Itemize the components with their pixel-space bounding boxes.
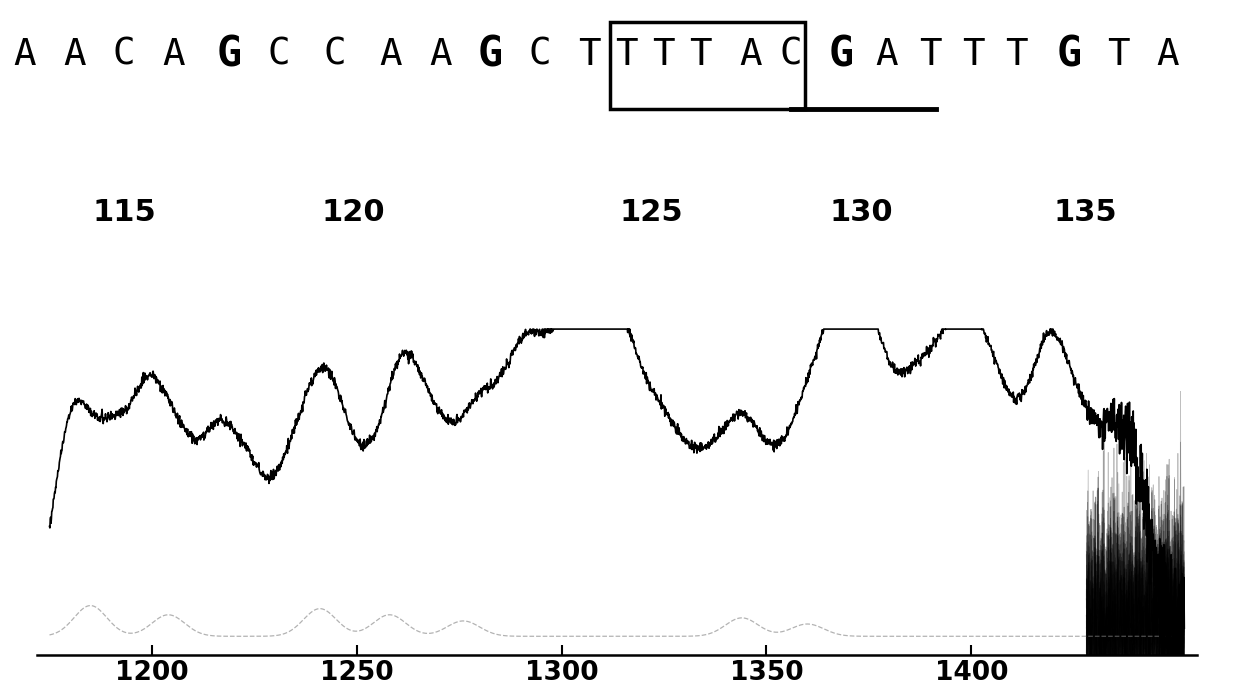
- Text: A: A: [162, 37, 185, 72]
- Bar: [610, 22, 805, 109]
- Text: C: C: [113, 37, 135, 72]
- Text: C: C: [780, 37, 802, 72]
- Text: A: A: [63, 37, 86, 72]
- Text: A: A: [739, 37, 761, 72]
- Text: T: T: [652, 37, 675, 72]
- Text: T: T: [962, 37, 985, 72]
- Text: T: T: [689, 37, 712, 72]
- Text: A: A: [1157, 37, 1179, 72]
- Text: A: A: [379, 37, 402, 72]
- Text: 125: 125: [619, 198, 683, 227]
- Text: A: A: [429, 37, 451, 72]
- Text: 120: 120: [321, 198, 386, 227]
- Text: 135: 135: [1053, 198, 1117, 227]
- Text: G: G: [1056, 33, 1081, 76]
- Text: C: C: [528, 37, 551, 72]
- Text: 130: 130: [830, 198, 894, 227]
- Text: G: G: [828, 33, 853, 76]
- Text: A: A: [14, 37, 36, 72]
- Text: G: G: [217, 33, 242, 76]
- Text: 115: 115: [92, 198, 156, 227]
- Text: C: C: [268, 37, 290, 72]
- Text: T: T: [578, 37, 600, 72]
- Text: T: T: [615, 37, 637, 72]
- Text: G: G: [477, 33, 502, 76]
- Text: C: C: [324, 37, 346, 72]
- Text: T: T: [919, 37, 941, 72]
- Text: A: A: [875, 37, 898, 72]
- Text: T: T: [1006, 37, 1028, 72]
- Text: T: T: [1107, 37, 1130, 72]
